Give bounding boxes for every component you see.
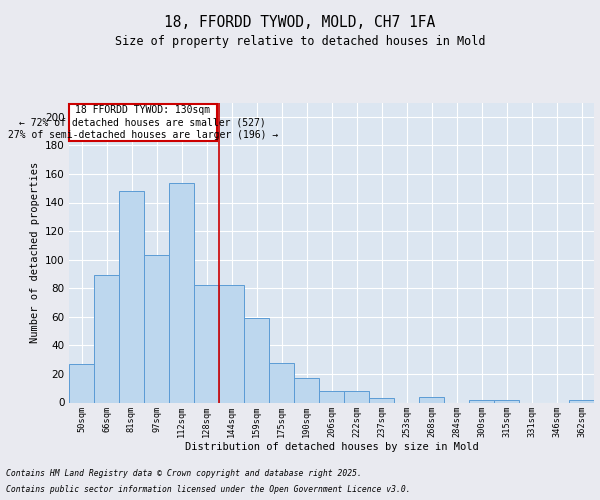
- Bar: [144, 256, 169, 402]
- Bar: [494, 400, 519, 402]
- X-axis label: Distribution of detached houses by size in Mold: Distribution of detached houses by size …: [185, 442, 478, 452]
- Bar: [469, 400, 494, 402]
- Bar: [569, 400, 594, 402]
- Bar: [344, 391, 369, 402]
- Bar: [269, 362, 294, 403]
- Text: Size of property relative to detached houses in Mold: Size of property relative to detached ho…: [115, 34, 485, 48]
- Bar: [119, 191, 144, 402]
- Text: 27% of semi-detached houses are larger (196) →: 27% of semi-detached houses are larger (…: [8, 130, 278, 140]
- Bar: [294, 378, 319, 402]
- Y-axis label: Number of detached properties: Number of detached properties: [29, 162, 40, 343]
- Bar: [219, 286, 244, 403]
- Bar: [319, 391, 344, 402]
- Bar: [169, 182, 194, 402]
- FancyBboxPatch shape: [69, 104, 217, 141]
- Text: 18, FFORDD TYWOD, MOLD, CH7 1FA: 18, FFORDD TYWOD, MOLD, CH7 1FA: [164, 15, 436, 30]
- Bar: [69, 364, 94, 403]
- Bar: [369, 398, 394, 402]
- Bar: [419, 397, 444, 402]
- Text: ← 72% of detached houses are smaller (527): ← 72% of detached houses are smaller (52…: [19, 118, 266, 128]
- Text: 18 FFORDD TYWOD: 130sqm: 18 FFORDD TYWOD: 130sqm: [75, 105, 211, 115]
- Bar: [94, 276, 119, 402]
- Text: Contains HM Land Registry data © Crown copyright and database right 2025.: Contains HM Land Registry data © Crown c…: [6, 470, 362, 478]
- Bar: [194, 286, 219, 403]
- Bar: [244, 318, 269, 402]
- Text: Contains public sector information licensed under the Open Government Licence v3: Contains public sector information licen…: [6, 484, 410, 494]
